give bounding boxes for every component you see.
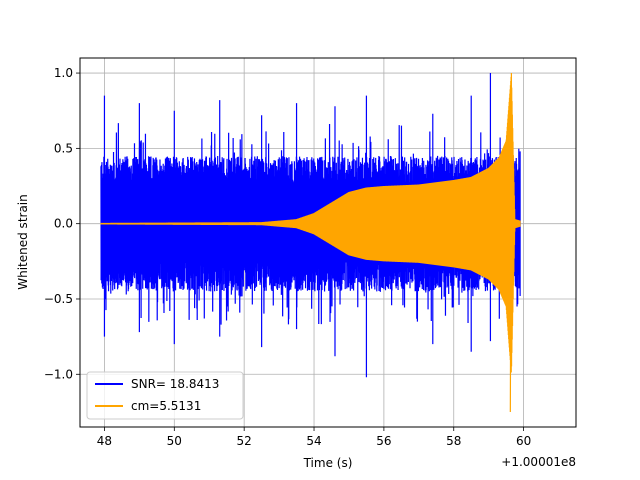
x-tick-label: 58 <box>446 434 461 448</box>
x-tick-label: 56 <box>376 434 391 448</box>
legend-label-cm: cm=5.5131 <box>131 399 201 413</box>
ticks-layer: 48 50 52 54 56 58 60 −1.0 −0.5 0.0 0.5 1.0 <box>44 66 531 448</box>
legend: SNR= 18.8413 cm=5.5131 <box>86 371 244 420</box>
y-tick-label: 0.0 <box>54 217 73 231</box>
y-axis-label: Whitened strain <box>16 194 30 290</box>
y-tick-label: 0.5 <box>54 141 73 155</box>
y-tick-label: −1.0 <box>44 367 73 381</box>
x-axis-label: Time (s) <box>303 456 353 470</box>
plot-area <box>100 73 521 412</box>
x-offset-label: +1.00001e8 <box>501 455 576 469</box>
x-tick-label: 52 <box>237 434 252 448</box>
x-tick-label: 54 <box>306 434 321 448</box>
axes-frame <box>79 57 577 428</box>
series-line-cm <box>100 73 521 412</box>
x-tick-label: 60 <box>516 434 531 448</box>
x-tick-label: 50 <box>167 434 182 448</box>
legend-box <box>86 371 244 420</box>
x-tick-label: 48 <box>97 434 112 448</box>
y-tick-label: −0.5 <box>44 292 73 306</box>
y-tick-label: 1.0 <box>54 66 73 80</box>
legend-label-snr: SNR= 18.8413 <box>131 377 219 391</box>
